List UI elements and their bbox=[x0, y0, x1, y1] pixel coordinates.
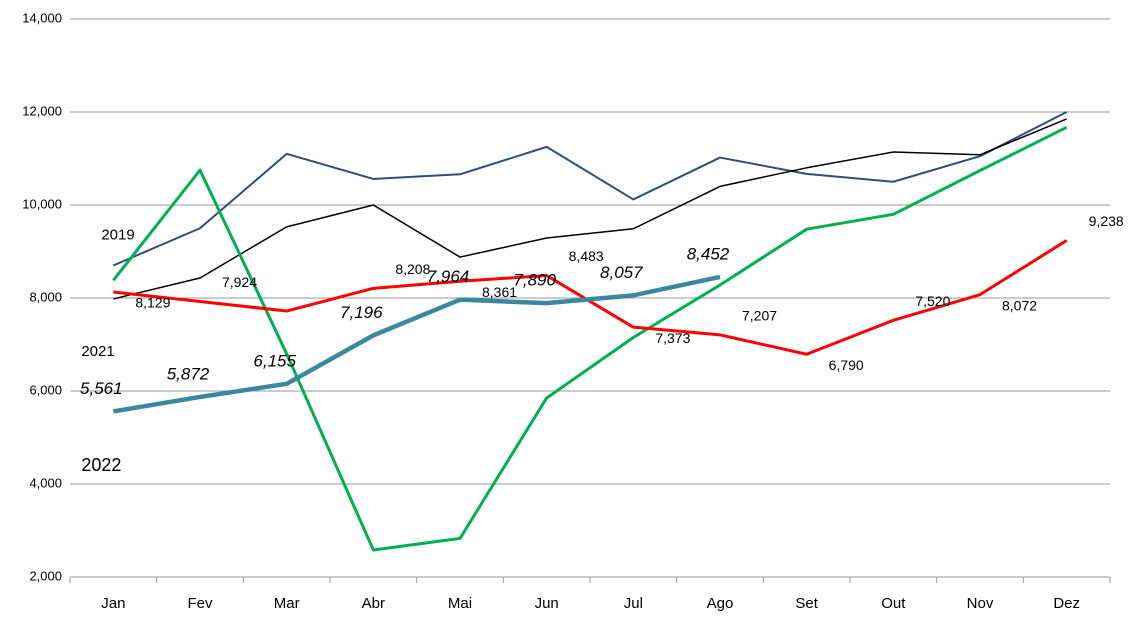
data-label: 7,924 bbox=[222, 274, 257, 290]
data-label: 8,483 bbox=[569, 248, 604, 264]
data-label: 8,072 bbox=[1002, 297, 1037, 313]
data-label: 8,208 bbox=[395, 261, 430, 277]
y-tick-label: 14,000 bbox=[22, 10, 62, 25]
x-tick-label: Mai bbox=[448, 595, 472, 612]
y-tick-label: 4,000 bbox=[29, 475, 62, 490]
x-tick-label: Nov bbox=[967, 595, 994, 612]
series-line bbox=[112, 126, 1068, 552]
data-label: 9,238 bbox=[1089, 213, 1124, 229]
data-label: 7,520 bbox=[915, 293, 950, 309]
series-line bbox=[112, 274, 721, 414]
series-line bbox=[112, 111, 1068, 267]
data-label: 8,452 bbox=[687, 244, 730, 263]
series-label: 2021 bbox=[81, 343, 114, 360]
y-tick-label: 6,000 bbox=[29, 382, 62, 397]
data-label: 7,373 bbox=[655, 330, 690, 346]
data-label: 7,196 bbox=[340, 303, 383, 322]
data-label: 8,057 bbox=[600, 263, 643, 282]
x-tick-label: Jul bbox=[624, 595, 643, 612]
data-label: 7,890 bbox=[513, 271, 556, 290]
x-tick-label: Jun bbox=[535, 595, 559, 612]
x-tick-label: Ago bbox=[707, 595, 734, 612]
x-tick-label: Abr bbox=[362, 595, 385, 612]
data-label: 8,129 bbox=[135, 295, 170, 311]
x-tick-label: Dez bbox=[1053, 595, 1080, 612]
data-label: 5,872 bbox=[167, 364, 210, 383]
x-tick-label: Fev bbox=[187, 595, 213, 612]
y-tick-label: 10,000 bbox=[22, 196, 62, 211]
x-tick-label: Mar bbox=[274, 595, 300, 612]
y-tick-label: 8,000 bbox=[29, 289, 62, 304]
data-label: 7,207 bbox=[742, 308, 777, 324]
data-label: 6,155 bbox=[253, 351, 296, 370]
series-label: 2022 bbox=[81, 455, 121, 475]
data-label: 6,790 bbox=[829, 357, 864, 373]
y-tick-label: 12,000 bbox=[22, 103, 62, 118]
x-tick-label: Out bbox=[881, 595, 906, 612]
data-label: 7,964 bbox=[427, 267, 470, 286]
series-line bbox=[113, 118, 1067, 300]
data-label: 8,361 bbox=[482, 284, 517, 300]
data-label: 5,561 bbox=[80, 379, 123, 398]
x-tick-label: Jan bbox=[101, 595, 125, 612]
series-label: 2019 bbox=[101, 226, 134, 243]
y-tick-label: 2,000 bbox=[29, 568, 62, 583]
x-tick-label: Set bbox=[795, 595, 818, 612]
